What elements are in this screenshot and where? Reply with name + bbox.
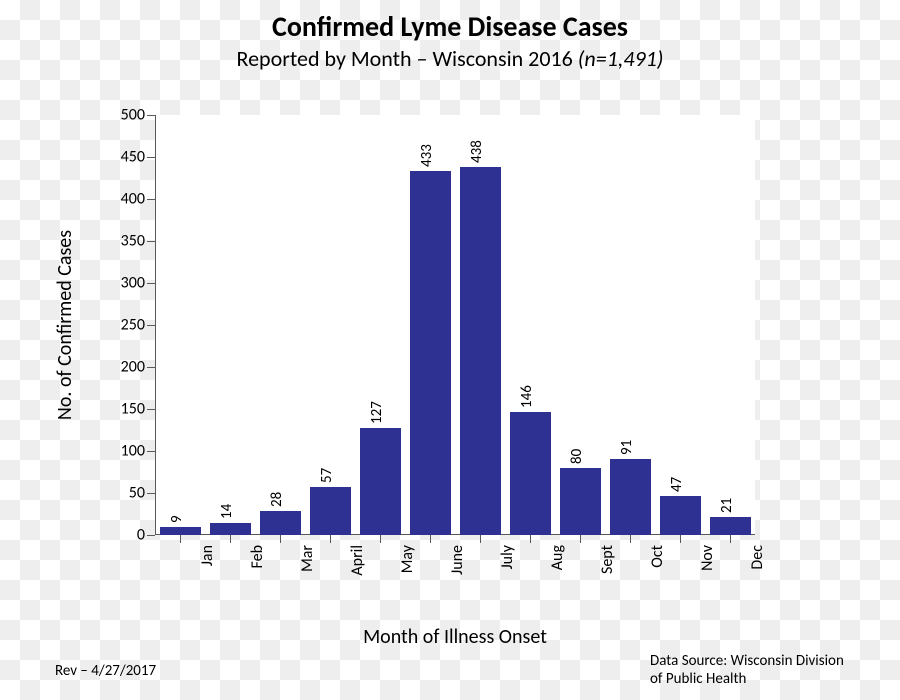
y-tick-label: 400 [95, 190, 145, 209]
bar [210, 523, 251, 535]
y-tick [147, 451, 155, 452]
plot-area: 9Jan14Feb28Mar57April127May433June438Jul… [155, 115, 755, 535]
bar-value-label: 433 [418, 144, 436, 167]
subtitle-plain: Reported by Month – Wisconsin 2016 [237, 45, 578, 72]
x-tick-label: Mar [298, 535, 317, 593]
x-tick [480, 535, 481, 543]
y-tick [147, 199, 155, 200]
y-tick [147, 367, 155, 368]
footer-source-line2: of Public Health [650, 670, 746, 688]
bar-value-label: 146 [518, 386, 536, 409]
y-tick [147, 283, 155, 284]
footer-source: Data Source: Wisconsin Division of Publi… [650, 652, 870, 688]
x-axis-label: Month of Illness Onset [155, 625, 755, 649]
bar [310, 487, 351, 535]
bar [160, 527, 201, 535]
bar-value-label: 91 [618, 439, 636, 454]
y-tick-label: 350 [95, 232, 145, 251]
y-tick-label: 150 [95, 400, 145, 419]
bar [460, 167, 501, 535]
y-tick [147, 241, 155, 242]
x-tick [430, 535, 431, 543]
x-tick-label: Dec [748, 535, 767, 593]
x-tick [180, 535, 181, 543]
bar-value-label: 14 [218, 504, 236, 519]
bar [260, 511, 301, 535]
bar [710, 517, 751, 535]
bar-value-label: 21 [718, 498, 736, 513]
y-tick [147, 535, 155, 536]
x-tick [630, 535, 631, 543]
x-tick-label: April [348, 535, 367, 593]
bar-value-label: 28 [268, 492, 286, 507]
y-tick [147, 325, 155, 326]
y-tick-label: 50 [95, 484, 145, 503]
y-tick-label: 100 [95, 442, 145, 461]
x-tick [730, 535, 731, 543]
bar [610, 459, 651, 535]
chart-title: Confirmed Lyme Disease Cases [0, 12, 900, 43]
x-tick-label: Jan [198, 535, 217, 593]
page: Confirmed Lyme Disease Cases Reported by… [0, 0, 900, 700]
bar-value-label: 438 [468, 140, 486, 163]
y-tick [147, 157, 155, 158]
x-tick-label: Nov [698, 535, 717, 593]
x-tick-label: May [398, 535, 417, 593]
x-tick-label: Aug [548, 535, 567, 593]
y-tick [147, 409, 155, 410]
y-tick-label: 200 [95, 358, 145, 377]
y-axis-label: No. of Confirmed Cases [53, 230, 77, 420]
chart-subtitle: Reported by Month – Wisconsin 2016 (n=1,… [0, 45, 900, 72]
x-tick [230, 535, 231, 543]
y-tick [147, 493, 155, 494]
bar [660, 496, 701, 535]
bar-value-label: 127 [368, 402, 386, 425]
bar-value-label: 57 [318, 468, 336, 483]
bar-value-label: 9 [168, 516, 186, 524]
bar-value-label: 80 [568, 449, 586, 464]
title-block: Confirmed Lyme Disease Cases Reported by… [0, 12, 900, 72]
x-tick [280, 535, 281, 543]
x-tick [330, 535, 331, 543]
x-tick-label: Sept [598, 535, 617, 593]
y-axis-line [155, 115, 156, 535]
x-tick [580, 535, 581, 543]
y-tick [147, 115, 155, 116]
x-tick-label: Feb [248, 535, 267, 593]
x-tick [530, 535, 531, 543]
y-tick-label: 300 [95, 274, 145, 293]
bar [510, 412, 551, 535]
bar-value-label: 47 [668, 476, 686, 491]
footer-source-line1: Data Source: Wisconsin Division [650, 652, 844, 670]
x-tick [680, 535, 681, 543]
bar [560, 468, 601, 535]
footer-revision: Rev – 4/27/2017 [55, 662, 156, 680]
y-tick-label: 250 [95, 316, 145, 335]
bar [360, 428, 401, 535]
y-tick-label: 450 [95, 148, 145, 167]
bar [410, 171, 451, 535]
y-tick-label: 500 [95, 106, 145, 125]
x-tick-label: Oct [648, 535, 667, 593]
x-tick-label: June [448, 535, 467, 593]
x-tick-label: July [498, 535, 517, 593]
subtitle-italic: (n=1,491) [578, 45, 664, 72]
y-tick-label: 0 [95, 526, 145, 545]
x-tick [380, 535, 381, 543]
